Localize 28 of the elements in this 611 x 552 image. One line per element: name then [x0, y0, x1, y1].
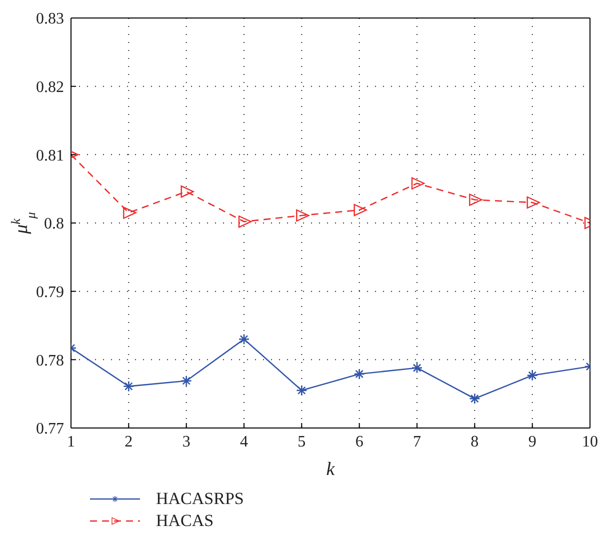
x-tick-label: 7	[413, 433, 421, 450]
x-axis-title: k	[326, 459, 336, 480]
x-tick-label: 1	[67, 433, 75, 450]
y-tick-label: 0.79	[36, 284, 64, 302]
y-tick-label: 0.78	[36, 352, 64, 370]
x-tick-label: 9	[528, 433, 536, 450]
x-tick-label: 2	[124, 433, 133, 450]
y-tick-label: 0.81	[36, 147, 64, 164]
point	[238, 216, 252, 228]
y-tick-label: 0.8	[44, 216, 64, 233]
point	[123, 206, 136, 219]
point	[180, 185, 194, 198]
point	[469, 194, 482, 206]
point	[411, 177, 425, 190]
point	[354, 204, 367, 216]
y-tick-label: 0.82	[36, 79, 64, 96]
y-tick-label: 0.77	[36, 420, 64, 438]
point	[296, 209, 310, 222]
legend-label: HACASRPS	[156, 489, 244, 509]
x-tick-label: 10	[582, 433, 598, 450]
legend-label: HACAS	[156, 511, 214, 531]
x-tick-label: 4	[240, 433, 248, 450]
x-tick-label: 3	[182, 433, 190, 450]
point	[526, 196, 540, 209]
y-tick-label: 0.83	[36, 10, 64, 28]
x-tick-label: 6	[355, 433, 364, 450]
x-tick-label: 5	[298, 433, 306, 450]
x-tick-label: 8	[470, 433, 479, 450]
